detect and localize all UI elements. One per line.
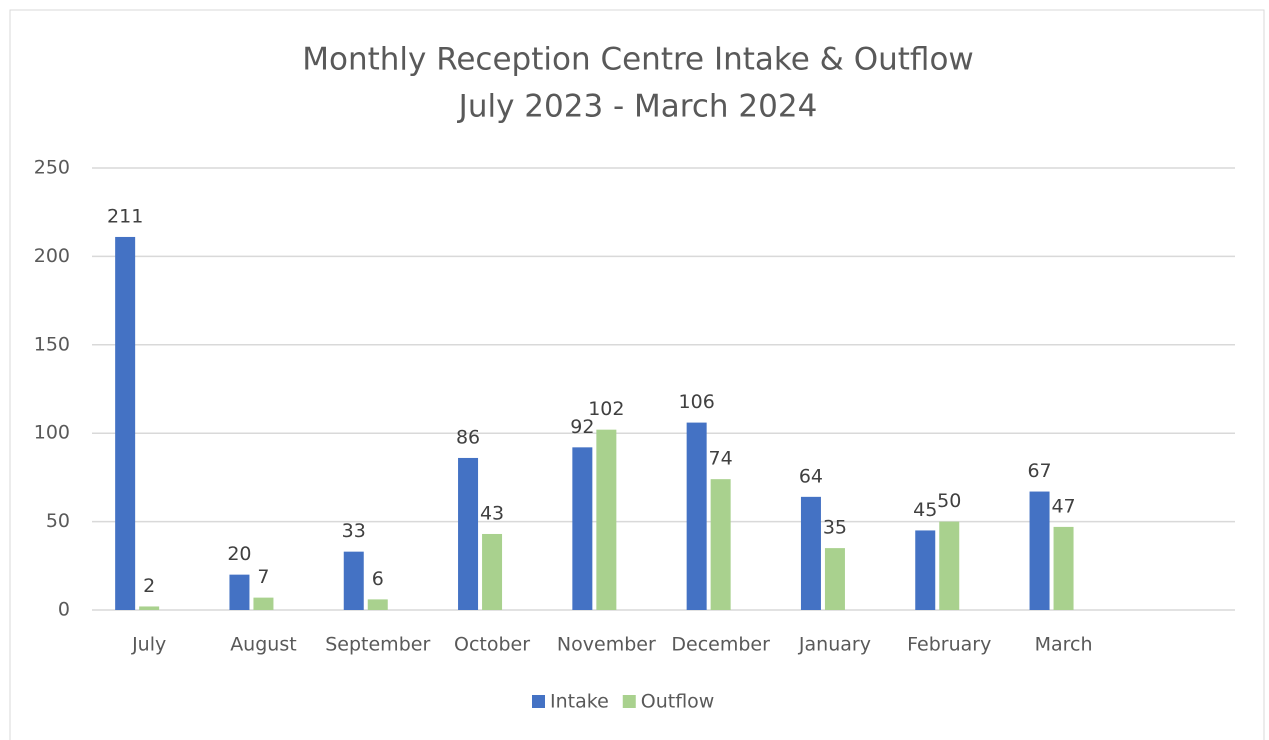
data-label: 43: [480, 502, 504, 524]
bar: [824, 548, 845, 610]
data-label: 20: [227, 543, 251, 565]
bar: [115, 236, 136, 610]
chart-title: Monthly Reception Centre Intake & Outflo…: [302, 42, 974, 78]
data-label: 6: [372, 568, 384, 590]
x-tick-label: December: [671, 634, 770, 656]
data-label: 7: [257, 566, 269, 588]
data-label: 50: [937, 490, 961, 512]
legend-swatch: [532, 695, 545, 708]
data-label: 211: [107, 205, 143, 227]
data-label: 102: [588, 398, 624, 420]
y-tick-label: 150: [34, 333, 70, 355]
bar: [1029, 491, 1050, 610]
bar: [710, 479, 731, 610]
x-tick-label: October: [454, 634, 530, 656]
bar: [253, 597, 274, 610]
data-label: 45: [913, 499, 937, 521]
bar: [686, 422, 707, 610]
data-label: 74: [709, 448, 733, 470]
chart-frame: [9, 9, 1265, 740]
bar: [229, 574, 250, 610]
x-tick-label: July: [131, 634, 166, 656]
y-tick-label: 250: [34, 157, 70, 179]
bar: [458, 457, 479, 610]
bar: [343, 551, 364, 610]
bar: [572, 447, 593, 610]
data-label: 67: [1027, 460, 1051, 482]
chart-subtitle: July 2023 - March 2024: [457, 89, 818, 125]
x-tick-label: August: [230, 634, 297, 656]
y-tick-label: 0: [58, 599, 70, 621]
data-label: 64: [799, 465, 823, 487]
y-tick-label: 100: [34, 422, 70, 444]
y-tick-label: 50: [46, 510, 70, 532]
data-label: 92: [570, 416, 594, 438]
legend-swatch: [622, 695, 636, 708]
bar: [139, 606, 160, 610]
legend-label: Intake: [550, 691, 609, 713]
x-tick-label: January: [798, 634, 871, 656]
bar: [482, 533, 503, 610]
bar: [800, 496, 821, 610]
x-tick-label: September: [325, 634, 430, 656]
data-label: 47: [1051, 495, 1075, 517]
x-tick-label: March: [1035, 634, 1093, 656]
data-label: 86: [456, 426, 480, 448]
bar: [367, 599, 388, 610]
y-tick-label: 200: [34, 245, 70, 267]
x-tick-label: February: [907, 634, 991, 656]
bar: [915, 530, 936, 610]
bar: [596, 429, 617, 610]
bar: [1053, 526, 1074, 610]
bar: [939, 521, 960, 610]
legend-label: Outflow: [641, 691, 715, 713]
x-tick-label: November: [557, 634, 656, 656]
data-label: 106: [679, 391, 715, 413]
data-label: 2: [143, 575, 155, 597]
data-label: 33: [342, 520, 366, 542]
data-label: 35: [823, 517, 847, 539]
